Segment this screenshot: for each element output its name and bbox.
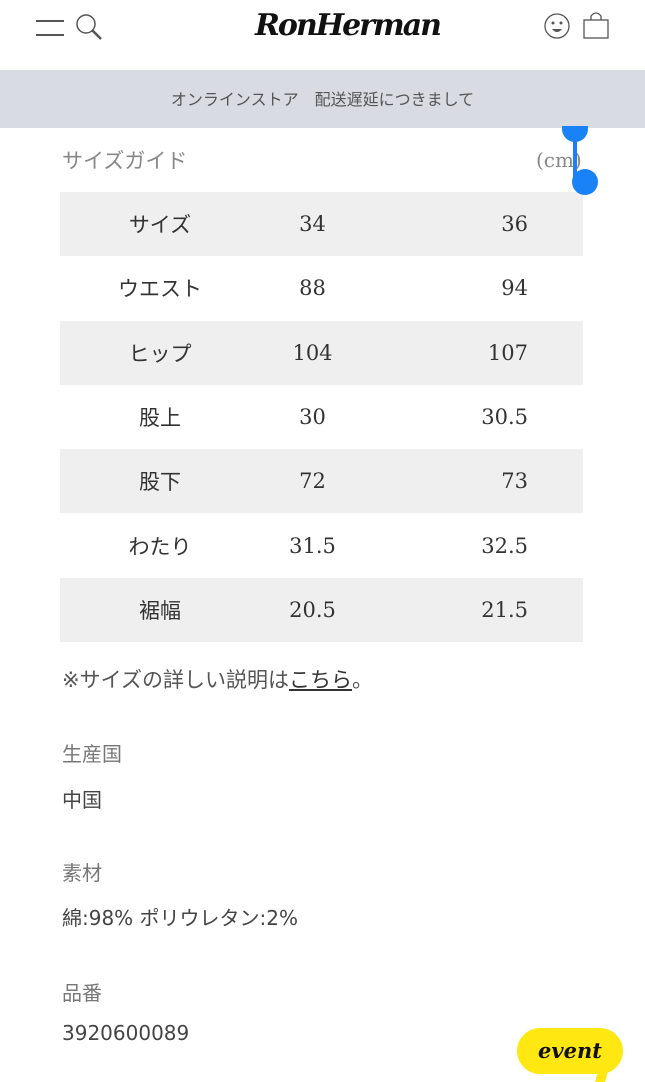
bag-icon[interactable]	[582, 10, 610, 40]
table-row: わたり 31.5 32.5	[60, 513, 583, 577]
header: RonHerman	[0, 0, 645, 70]
cell: 88	[299, 276, 326, 301]
selection-handle-end[interactable]	[572, 169, 598, 195]
cell: 73	[501, 469, 528, 494]
selection-cursor	[573, 138, 577, 182]
face-icon[interactable]	[543, 12, 571, 40]
table-row: 股下 72 73	[60, 449, 583, 514]
cell: 30	[299, 405, 326, 430]
cell: 72	[299, 469, 326, 494]
row-label: 股上	[139, 406, 181, 431]
row-label: 裾幅	[139, 598, 181, 623]
material-label: 素材	[62, 861, 102, 885]
country-label: 生産国	[62, 742, 122, 766]
row-label: ウエスト	[118, 277, 202, 302]
note-text: ※サイズの詳しい説明は	[62, 668, 289, 692]
size-guide-title: サイズガイド	[62, 149, 188, 173]
table-row: 裾幅 20.5 21.5	[60, 577, 583, 643]
event-button[interactable]: event	[517, 1028, 623, 1074]
cell: 30.5	[481, 405, 528, 430]
selection-handle-start[interactable]	[562, 126, 588, 142]
cell: 21.5	[481, 597, 528, 622]
cell: 31.5	[289, 533, 336, 558]
cell: 20.5	[289, 597, 336, 622]
row-label: サイズ	[128, 213, 192, 238]
cell: 107	[487, 340, 528, 365]
notice-banner[interactable]: オンラインストア 配送遅延につきまして	[0, 70, 645, 128]
cell: 104	[292, 340, 333, 365]
row-label: わたり	[128, 534, 192, 559]
table-row: ウエスト 88 94	[60, 256, 583, 320]
menu-icon[interactable]	[36, 16, 64, 36]
search-icon[interactable]	[74, 12, 104, 42]
note-suffix: 。	[351, 668, 373, 692]
product-number-label: 品番	[62, 981, 102, 1005]
size-note: ※サイズの詳しい説明はこちら。	[62, 664, 373, 694]
table-row: サイズ 34 36	[60, 192, 583, 257]
cell: 36	[501, 212, 528, 237]
size-table: サイズ 34 36 ウエスト 88 94 ヒップ 104 107 股上 30 30.5 股下 72…	[60, 192, 583, 643]
row-label: 股下	[139, 470, 181, 495]
cell: 32.5	[481, 533, 528, 558]
logo[interactable]: RonHerman	[255, 8, 442, 43]
cell: 94	[501, 276, 528, 301]
product-number-value: 3920600089	[62, 1021, 190, 1045]
row-label: ヒップ	[128, 341, 192, 366]
table-row: 股上 30 30.5	[60, 385, 583, 449]
cell: 34	[299, 212, 326, 237]
table-row: ヒップ 104 107	[60, 320, 583, 385]
material-value: 綿:98% ポリウレタン:2%	[62, 906, 299, 930]
size-detail-link[interactable]: こちら	[288, 668, 352, 692]
country-value: 中国	[62, 788, 102, 812]
